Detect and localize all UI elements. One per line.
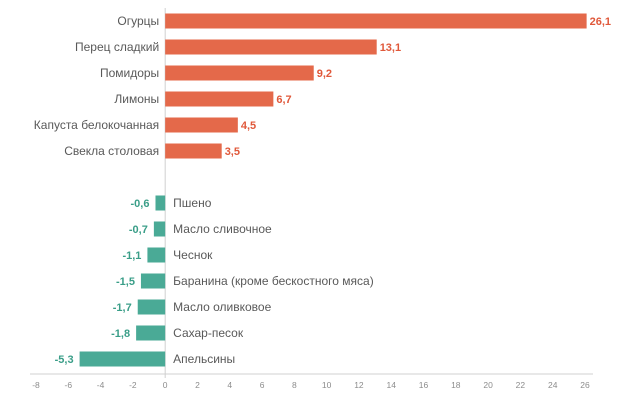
bar <box>155 195 166 211</box>
data-label: -1,8 <box>111 328 130 340</box>
data-label: 26,1 <box>590 16 611 28</box>
bar <box>165 117 238 133</box>
data-label: 6,7 <box>276 94 291 106</box>
category-label: Капуста белокочанная <box>34 118 159 132</box>
data-label: -1,7 <box>113 302 132 314</box>
category-label: Масло сливочное <box>173 222 272 236</box>
data-label: 3,5 <box>225 146 240 158</box>
x-tick-label: 16 <box>419 380 429 390</box>
bar <box>165 143 222 159</box>
data-label: 4,5 <box>241 120 256 132</box>
category-label: Перец сладкий <box>75 40 159 54</box>
x-tick-label: 6 <box>260 380 265 390</box>
category-label: Пшено <box>173 196 212 210</box>
x-tick-label: 0 <box>163 380 168 390</box>
x-tick-label: -4 <box>97 380 105 390</box>
data-label: -1,5 <box>116 276 135 288</box>
data-label: -0,6 <box>131 198 150 210</box>
x-tick-label: 14 <box>387 380 397 390</box>
x-tick-label: 8 <box>292 380 297 390</box>
data-label: 13,1 <box>380 42 401 54</box>
category-label: Сахар-песок <box>173 326 244 340</box>
x-tick-label: 4 <box>227 380 232 390</box>
x-tick-label: -8 <box>32 380 40 390</box>
bar <box>153 221 166 237</box>
category-label: Баранина (кроме бескостного мяса) <box>173 274 374 288</box>
x-tick-label: 22 <box>516 380 526 390</box>
bar <box>79 351 166 367</box>
bar <box>140 273 166 289</box>
category-label: Помидоры <box>100 66 159 80</box>
data-label: -5,3 <box>55 354 74 366</box>
x-tick-label: -6 <box>65 380 73 390</box>
category-label: Масло оливковое <box>173 300 271 314</box>
x-tick-label: 20 <box>483 380 493 390</box>
x-tick-label: 24 <box>548 380 558 390</box>
category-label: Чеснок <box>173 248 213 262</box>
x-tick-label: 26 <box>580 380 590 390</box>
x-tick-label: 10 <box>322 380 332 390</box>
x-tick-label: 12 <box>354 380 364 390</box>
bar <box>137 299 166 315</box>
bar <box>147 247 166 263</box>
data-label: -1,1 <box>122 250 141 262</box>
x-tick-label: 2 <box>195 380 200 390</box>
data-label: -0,7 <box>129 224 148 236</box>
bar <box>165 91 274 107</box>
bar <box>165 13 587 29</box>
data-label: 9,2 <box>317 68 332 80</box>
bar <box>165 39 377 55</box>
x-tick-label: -2 <box>129 380 137 390</box>
bar <box>136 325 166 341</box>
category-label: Лимоны <box>114 92 159 106</box>
category-label: Апельсины <box>173 352 235 366</box>
category-label: Свекла столовая <box>64 144 159 158</box>
category-label: Огурцы <box>117 14 159 28</box>
x-tick-label: 18 <box>451 380 461 390</box>
bar <box>165 65 314 81</box>
